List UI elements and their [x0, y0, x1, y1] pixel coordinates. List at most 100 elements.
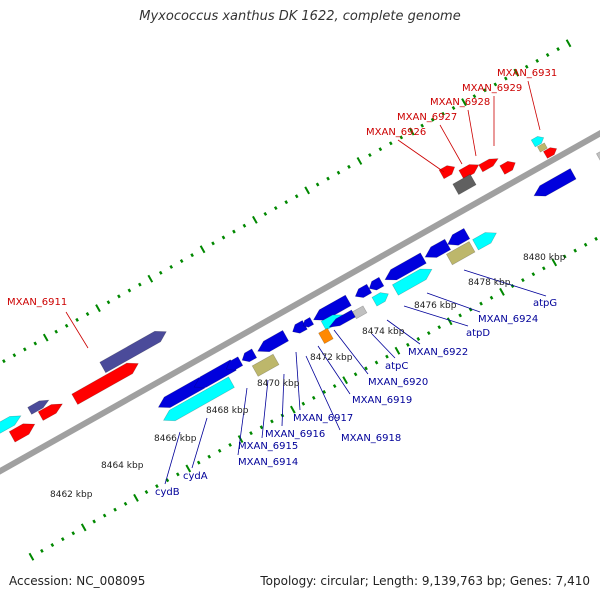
gene-arrow[interactable] — [37, 403, 63, 421]
gene-arrow[interactable] — [445, 241, 476, 266]
tick — [524, 64, 529, 69]
gene-arrow[interactable] — [99, 330, 167, 374]
gene-arrow[interactable] — [542, 147, 558, 159]
gene-arrow[interactable] — [328, 309, 356, 328]
tick — [311, 395, 316, 400]
gene-arrow[interactable] — [371, 292, 389, 307]
gene-label[interactable]: MXAN_6924 — [478, 314, 538, 325]
leader-line — [191, 417, 208, 469]
gene-arrow[interactable] — [499, 160, 516, 175]
gene-arrow[interactable] — [225, 356, 244, 371]
scale-label: 8474 kbp — [362, 327, 405, 337]
tick — [479, 301, 483, 306]
gene-arrow[interactable] — [595, 129, 600, 164]
gene-features[interactable] — [0, 118, 600, 443]
gene-arrow[interactable] — [0, 415, 22, 435]
gene-label[interactable]: MXAN_6929 — [462, 83, 522, 94]
gene-label[interactable]: MXAN_6915 — [238, 441, 298, 452]
tick — [406, 342, 410, 347]
tick — [252, 215, 258, 224]
gene-label[interactable]: atpG — [533, 298, 557, 309]
leader-line — [295, 351, 301, 411]
gene-label[interactable]: MXAN_6920 — [368, 377, 428, 388]
tick — [221, 235, 226, 240]
tick — [399, 135, 404, 140]
gene-arrow[interactable] — [352, 305, 368, 320]
gene-arrow[interactable] — [530, 136, 545, 148]
gene-arrow[interactable] — [533, 168, 577, 197]
gene-arrow[interactable] — [257, 329, 290, 353]
tick — [127, 288, 132, 293]
gene-label[interactable]: MXAN_6916 — [265, 429, 325, 440]
gene-label[interactable]: cydA — [183, 471, 208, 482]
tick — [326, 176, 330, 181]
gene-arrow[interactable] — [472, 232, 497, 251]
gene-label[interactable]: MXAN_6922 — [408, 347, 468, 358]
tick — [138, 282, 142, 287]
tick — [263, 211, 268, 216]
gene-arrow[interactable] — [438, 165, 456, 180]
gene-label[interactable]: MXAN_6928 — [430, 97, 490, 108]
tick — [374, 360, 379, 365]
gene-label[interactable]: MXAN_6919 — [352, 395, 412, 406]
gene-label[interactable]: cydB — [155, 487, 180, 498]
tick — [545, 53, 550, 57]
gene-arrow[interactable] — [251, 353, 280, 377]
gene-arrow[interactable] — [8, 423, 36, 443]
accession-text: Accession: NC_008095 — [9, 574, 146, 588]
tick — [521, 278, 525, 283]
tick — [217, 448, 222, 453]
tick — [155, 484, 159, 489]
leader-line — [261, 379, 269, 439]
tick — [199, 245, 206, 254]
gene-arrow[interactable] — [71, 362, 139, 405]
gene-label[interactable]: atpC — [385, 361, 408, 372]
tick — [249, 431, 253, 436]
gene-arrow[interactable] — [318, 327, 334, 345]
tick — [368, 153, 372, 158]
gene-arrow[interactable] — [447, 227, 471, 246]
tick — [106, 300, 111, 305]
tick — [169, 264, 174, 269]
scale-label: 8462 kbp — [50, 490, 93, 500]
gene-label[interactable]: atpD — [466, 328, 490, 339]
gene-arrow[interactable] — [241, 348, 258, 363]
gene-arrow[interactable] — [302, 316, 315, 328]
gene-arrow[interactable] — [478, 158, 499, 173]
tick — [232, 229, 236, 234]
scale-label: 8472 kbp — [310, 353, 353, 363]
gene-arrow[interactable] — [458, 164, 480, 180]
tick — [315, 182, 320, 187]
tick — [80, 523, 87, 532]
gene-arrow[interactable] — [536, 142, 548, 153]
tick — [196, 460, 201, 465]
gene-arrow[interactable] — [391, 268, 433, 296]
gene-arrow[interactable] — [452, 173, 477, 196]
tick — [531, 272, 536, 277]
gene-label[interactable]: MXAN_6917 — [293, 413, 353, 424]
tick — [426, 331, 431, 336]
tick — [541, 266, 546, 271]
tick — [242, 223, 247, 228]
tick — [408, 127, 415, 136]
genome-summary-text: Topology: circular; Length: 9,139,763 bp… — [260, 574, 590, 588]
gene-label[interactable]: MXAN_6911 — [7, 297, 67, 308]
tick — [458, 313, 462, 318]
scale-label: 8476 kbp — [414, 301, 457, 311]
gene-arrow[interactable] — [384, 252, 427, 281]
gene-label[interactable]: MXAN_6914 — [238, 457, 298, 468]
labels: 8462 kbp 8464 kbp 8466 kbp 8468 kbp 8470 kbp… — [7, 68, 566, 500]
gene-label[interactable]: MXAN_6926 — [366, 127, 426, 138]
tick — [304, 186, 310, 195]
tick — [461, 98, 467, 107]
gene-label[interactable]: MXAN_6931 — [497, 68, 557, 79]
gene-label[interactable]: MXAN_6927 — [397, 112, 457, 123]
gene-label[interactable]: MXAN_6918 — [341, 433, 401, 444]
tick — [133, 493, 139, 502]
gene-arrow[interactable] — [162, 376, 235, 422]
gene-arrow[interactable] — [368, 276, 385, 291]
gene-arrow[interactable] — [354, 283, 373, 298]
tick — [562, 254, 567, 259]
gene-arrow[interactable] — [27, 399, 50, 415]
